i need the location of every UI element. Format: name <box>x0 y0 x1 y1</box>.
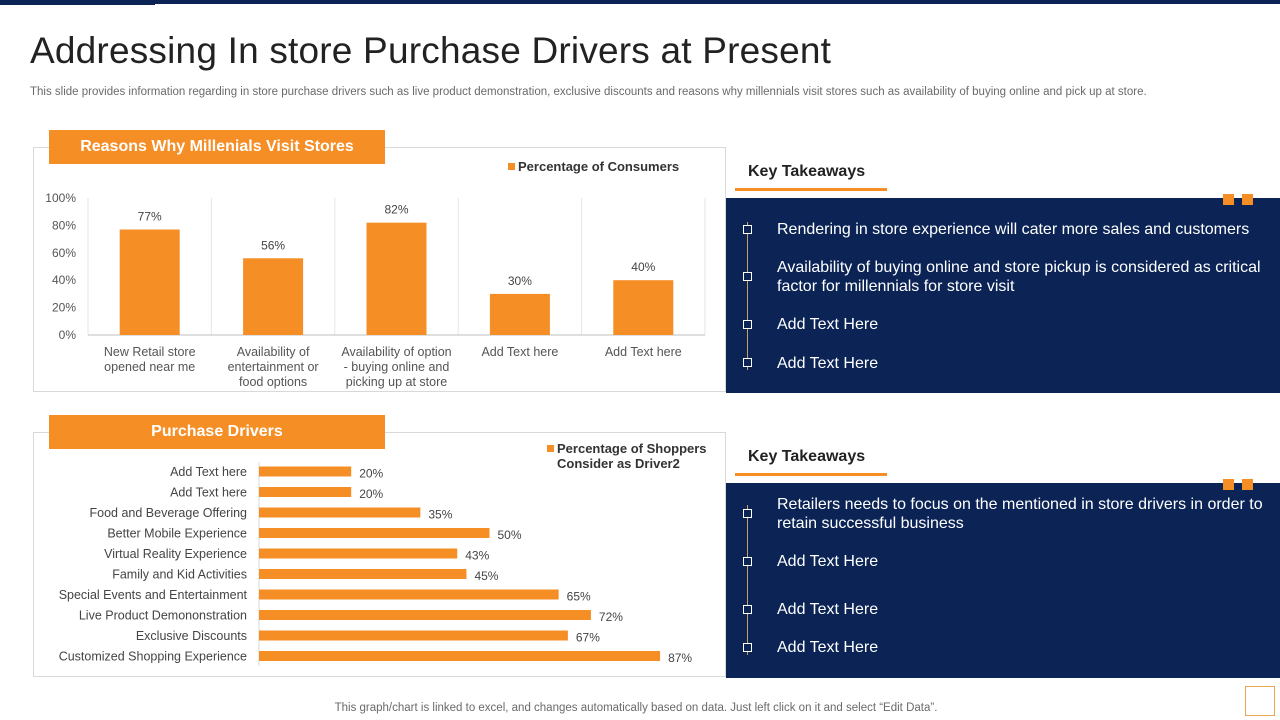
takeaways-timeline-1 <box>747 222 748 370</box>
accent-square <box>1223 194 1234 205</box>
bar <box>489 293 550 335</box>
key-takeaways-underline-2 <box>735 473 887 476</box>
category-label: Add Text here <box>170 465 247 479</box>
data-label: 35% <box>428 508 452 522</box>
bar <box>259 610 591 620</box>
corner-frame <box>1245 686 1275 716</box>
bullet-square-icon <box>743 358 752 367</box>
data-label: 82% <box>384 203 408 217</box>
data-label: 43% <box>465 549 489 563</box>
top-strip <box>0 0 1280 4</box>
bar <box>119 229 180 335</box>
accent-square <box>1242 479 1253 490</box>
takeaway-item: Add Text Here <box>777 553 879 570</box>
category-label: Family and Kid Activities <box>112 568 247 582</box>
y-tick-label: 60% <box>52 246 76 260</box>
x-tick-label: Add Text here <box>605 345 682 359</box>
key-takeaways-title-2: Key Takeaways <box>748 448 866 465</box>
takeaway-item: Add Text Here <box>777 316 879 333</box>
takeaways-panel-1 <box>726 198 1280 393</box>
x-tick-label: New Retail store opened near me <box>104 345 196 374</box>
category-label: Better Mobile Experience <box>107 527 247 541</box>
y-tick-label: 100% <box>45 191 76 205</box>
data-label: 65% <box>567 590 591 604</box>
bar <box>259 569 467 579</box>
takeaway-item: Add Text Here <box>777 639 879 656</box>
x-tick-label: Add Text here <box>481 345 558 359</box>
bar <box>259 651 661 661</box>
category-label: Add Text here <box>170 486 247 500</box>
data-label: 67% <box>576 631 600 645</box>
bar <box>259 528 490 538</box>
takeaway-item: Retailers needs to focus on the mentione… <box>777 496 1263 532</box>
takeaway-item: Add Text Here <box>777 355 879 372</box>
page-title: Addressing In store Purchase Drivers at … <box>30 30 832 71</box>
y-tick-label: 40% <box>52 273 76 287</box>
category-label: Food and Beverage Offering <box>89 506 247 520</box>
data-label: 50% <box>498 528 522 542</box>
bar <box>259 487 352 497</box>
data-label: 72% <box>599 610 623 624</box>
y-tick-label: 20% <box>52 301 76 315</box>
data-label: 56% <box>261 238 285 252</box>
bar <box>259 466 352 477</box>
category-label: Exclusive Discounts <box>136 629 247 643</box>
data-label: 20% <box>359 487 383 501</box>
takeaways-panel-2 <box>726 483 1280 678</box>
legend-label: Percentage of Shoppers Consider as Driver… <box>557 441 707 471</box>
bullet-square-icon <box>743 557 752 566</box>
top-strip-accent <box>0 0 155 5</box>
data-label: 40% <box>631 260 655 274</box>
data-label: 87% <box>668 651 692 665</box>
bar <box>259 630 568 641</box>
bullet-square-icon <box>743 643 752 652</box>
legend-label: Percentage of Consumers <box>518 159 679 174</box>
bullet-square-icon <box>743 225 752 234</box>
data-label: 20% <box>359 467 383 481</box>
accent-square <box>1223 479 1234 490</box>
page-subtitle: This slide provides information regardin… <box>30 86 1147 98</box>
category-label: Live Product Demononstration <box>79 609 247 623</box>
takeaways-timeline-2 <box>747 505 748 655</box>
bullet-square-icon <box>743 509 752 518</box>
bullet-square-icon <box>743 605 752 614</box>
bar <box>243 258 304 335</box>
data-label: 77% <box>138 210 162 224</box>
category-label: Customized Shopping Experience <box>59 650 247 664</box>
takeaway-item: Rendering in store experience will cater… <box>777 221 1250 238</box>
y-tick-label: 80% <box>52 218 76 232</box>
accent-square <box>1242 194 1253 205</box>
takeaway-item: Availability of buying online and store … <box>777 259 1261 295</box>
bar <box>613 280 674 335</box>
bar <box>366 222 427 335</box>
data-label: 45% <box>474 569 498 583</box>
legend-swatch <box>508 163 515 170</box>
key-takeaways-underline-1 <box>735 188 887 191</box>
bar <box>259 548 458 559</box>
drivers-header: Purchase Drivers <box>49 415 385 449</box>
category-label: Special Events and Entertainment <box>59 588 248 602</box>
x-tick-label: Availability of entertainment or food opti… <box>228 345 319 389</box>
footer-note: This graph/chart is linked to excel, and… <box>334 702 938 714</box>
data-label: 30% <box>508 274 532 288</box>
bar <box>259 507 421 518</box>
category-label: Virtual Reality Experience <box>104 547 247 561</box>
y-tick-label: 0% <box>59 328 77 342</box>
x-tick-label: Availability of option - buying online an… <box>341 345 451 389</box>
key-takeaways-title-1: Key Takeaways <box>748 163 866 180</box>
reasons-header: Reasons Why Millenials Visit Stores <box>49 130 385 164</box>
bullet-square-icon <box>743 320 752 329</box>
takeaway-item: Add Text Here <box>777 601 879 618</box>
bullet-square-icon <box>743 272 752 281</box>
bar <box>259 589 559 600</box>
legend-swatch <box>547 445 554 452</box>
